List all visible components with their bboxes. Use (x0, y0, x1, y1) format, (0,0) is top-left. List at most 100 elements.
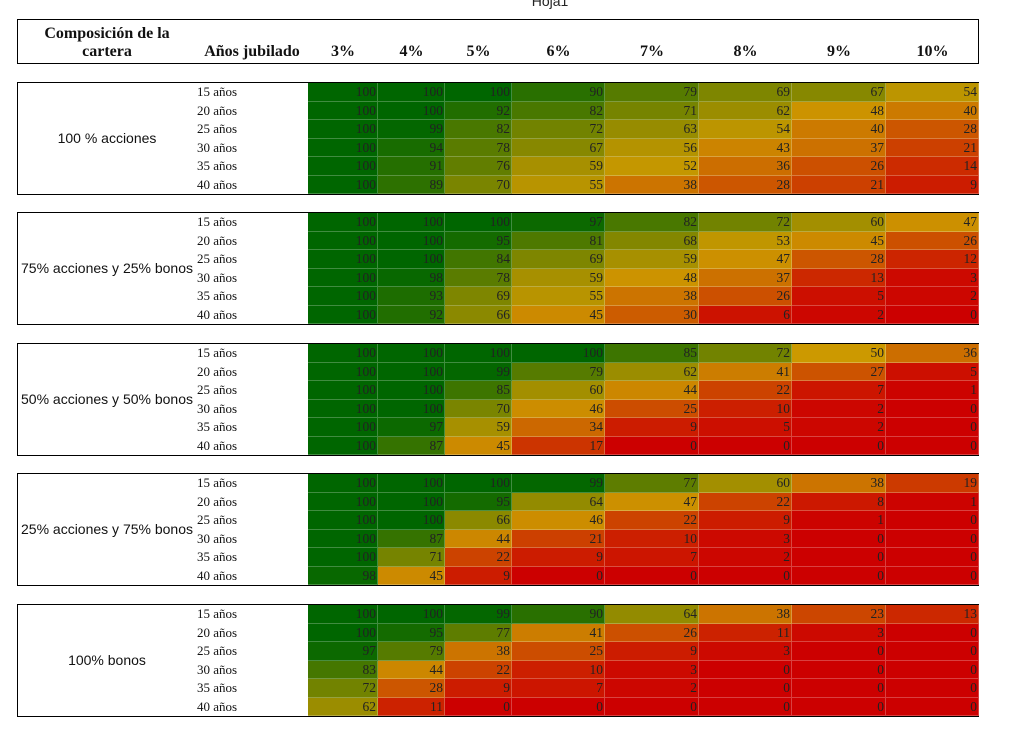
value-cell[interactable]: 56 (605, 138, 699, 157)
value-cell[interactable]: 69 (512, 250, 605, 269)
value-cell[interactable]: 98 (378, 268, 445, 287)
value-cell[interactable]: 100 (512, 344, 605, 363)
value-cell[interactable]: 62 (308, 697, 378, 716)
value-cell[interactable]: 72 (699, 344, 792, 363)
value-cell[interactable]: 100 (445, 344, 512, 363)
value-cell[interactable]: 21 (886, 138, 979, 157)
value-cell[interactable]: 44 (605, 381, 699, 400)
value-cell[interactable]: 36 (699, 157, 792, 176)
value-cell[interactable]: 13 (886, 605, 979, 624)
value-cell[interactable]: 91 (378, 157, 445, 176)
value-cell[interactable]: 100 (308, 623, 378, 642)
value-cell[interactable]: 100 (308, 605, 378, 624)
value-cell[interactable]: 36 (886, 344, 979, 363)
value-cell[interactable]: 52 (605, 157, 699, 176)
value-cell[interactable]: 38 (445, 642, 512, 661)
value-cell[interactable]: 100 (308, 101, 378, 120)
value-cell[interactable]: 28 (378, 679, 445, 698)
value-cell[interactable]: 100 (378, 381, 445, 400)
value-cell[interactable]: 2 (605, 679, 699, 698)
value-cell[interactable]: 100 (378, 213, 445, 232)
value-cell[interactable]: 22 (605, 511, 699, 530)
value-cell[interactable]: 2 (792, 305, 886, 324)
value-cell[interactable]: 72 (512, 120, 605, 139)
value-cell[interactable]: 59 (605, 250, 699, 269)
value-cell[interactable]: 0 (886, 305, 979, 324)
value-cell[interactable]: 10 (605, 529, 699, 548)
value-cell[interactable]: 25 (605, 399, 699, 418)
value-cell[interactable]: 3 (605, 660, 699, 679)
value-cell[interactable]: 79 (605, 83, 699, 102)
value-cell[interactable]: 100 (308, 511, 378, 530)
value-cell[interactable]: 0 (886, 511, 979, 530)
value-cell[interactable]: 100 (308, 548, 378, 567)
value-cell[interactable]: 64 (512, 492, 605, 511)
value-cell[interactable]: 7 (605, 548, 699, 567)
value-cell[interactable]: 26 (886, 231, 979, 250)
value-cell[interactable]: 100 (378, 511, 445, 530)
value-cell[interactable]: 0 (445, 697, 512, 716)
value-cell[interactable]: 46 (512, 511, 605, 530)
value-cell[interactable]: 79 (512, 362, 605, 381)
value-cell[interactable]: 38 (605, 175, 699, 194)
value-cell[interactable]: 47 (886, 213, 979, 232)
value-cell[interactable]: 2 (886, 287, 979, 306)
value-cell[interactable]: 77 (605, 474, 699, 493)
value-cell[interactable]: 54 (886, 83, 979, 102)
value-cell[interactable]: 9 (605, 418, 699, 437)
value-cell[interactable]: 37 (699, 268, 792, 287)
value-cell[interactable]: 77 (445, 623, 512, 642)
value-cell[interactable]: 0 (886, 566, 979, 585)
value-cell[interactable]: 1 (886, 492, 979, 511)
value-cell[interactable]: 93 (378, 287, 445, 306)
value-cell[interactable]: 100 (378, 83, 445, 102)
value-cell[interactable]: 45 (512, 305, 605, 324)
value-cell[interactable]: 38 (605, 287, 699, 306)
value-cell[interactable]: 21 (792, 175, 886, 194)
value-cell[interactable]: 50 (792, 344, 886, 363)
value-cell[interactable]: 26 (792, 157, 886, 176)
value-cell[interactable]: 25 (512, 642, 605, 661)
value-cell[interactable]: 100 (308, 418, 378, 437)
value-cell[interactable]: 10 (512, 660, 605, 679)
value-cell[interactable]: 62 (605, 362, 699, 381)
value-cell[interactable]: 82 (512, 101, 605, 120)
value-cell[interactable]: 0 (605, 697, 699, 716)
value-cell[interactable]: 11 (699, 623, 792, 642)
value-cell[interactable]: 100 (308, 231, 378, 250)
value-cell[interactable]: 100 (308, 268, 378, 287)
value-cell[interactable]: 92 (378, 305, 445, 324)
value-cell[interactable]: 79 (378, 642, 445, 661)
value-cell[interactable]: 67 (512, 138, 605, 157)
value-cell[interactable]: 97 (308, 642, 378, 661)
value-cell[interactable]: 63 (605, 120, 699, 139)
value-cell[interactable]: 78 (445, 138, 512, 157)
value-cell[interactable]: 59 (512, 157, 605, 176)
value-cell[interactable]: 0 (792, 660, 886, 679)
value-cell[interactable]: 100 (378, 344, 445, 363)
value-cell[interactable]: 100 (378, 474, 445, 493)
value-cell[interactable]: 0 (792, 642, 886, 661)
value-cell[interactable]: 70 (445, 399, 512, 418)
value-cell[interactable]: 97 (378, 418, 445, 437)
value-cell[interactable]: 3 (699, 642, 792, 661)
value-cell[interactable]: 66 (445, 511, 512, 530)
value-cell[interactable]: 11 (378, 697, 445, 716)
value-cell[interactable]: 99 (445, 362, 512, 381)
value-cell[interactable]: 100 (378, 231, 445, 250)
value-cell[interactable]: 87 (378, 529, 445, 548)
value-cell[interactable]: 22 (445, 660, 512, 679)
value-cell[interactable]: 5 (886, 362, 979, 381)
value-cell[interactable]: 100 (445, 474, 512, 493)
value-cell[interactable]: 21 (512, 529, 605, 548)
value-cell[interactable]: 26 (605, 623, 699, 642)
value-cell[interactable]: 0 (886, 679, 979, 698)
value-cell[interactable]: 10 (699, 399, 792, 418)
value-cell[interactable]: 70 (445, 175, 512, 194)
value-cell[interactable]: 37 (792, 138, 886, 157)
value-cell[interactable]: 100 (308, 175, 378, 194)
value-cell[interactable]: 0 (792, 679, 886, 698)
value-cell[interactable]: 40 (886, 101, 979, 120)
value-cell[interactable]: 100 (378, 250, 445, 269)
value-cell[interactable]: 100 (308, 250, 378, 269)
